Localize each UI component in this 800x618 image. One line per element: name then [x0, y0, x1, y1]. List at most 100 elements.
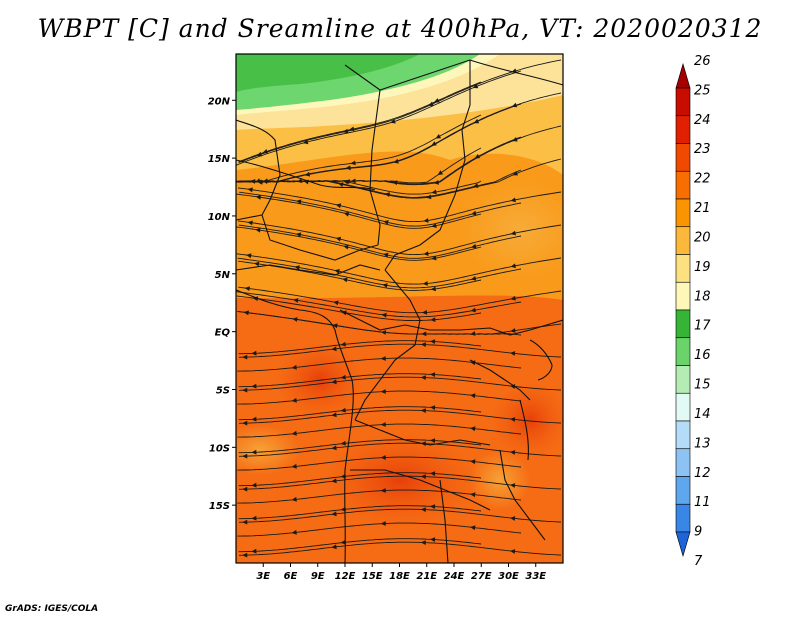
streamline-arrowhead	[340, 341, 346, 347]
lon-tick-label: 18E	[389, 571, 410, 582]
colorbar-swatch	[675, 365, 691, 394]
streamline-arrowhead	[350, 160, 356, 166]
lon-tick-label: 9E	[311, 571, 325, 582]
streamline	[238, 442, 562, 457]
colorbar-label: 19	[694, 260, 711, 275]
colorbar-swatch	[675, 62, 691, 89]
colorbar-label: 22	[694, 172, 711, 187]
colorbar-swatch	[675, 226, 691, 255]
streamline-arrowhead	[342, 277, 348, 283]
streamline-arrowhead	[430, 537, 436, 542]
colorbar-label: 23	[694, 142, 711, 157]
colorbar-swatch	[675, 198, 691, 228]
streamline-arrowhead	[294, 265, 300, 270]
streamline-arrowhead	[428, 101, 434, 106]
colorbar-label: 17	[694, 319, 711, 334]
streamline-arrowhead	[420, 540, 426, 545]
streamline-arrowhead	[510, 450, 516, 455]
streamline-arrowhead	[430, 504, 436, 509]
streamline-arrowhead	[380, 455, 386, 460]
streamline-arrowhead	[254, 261, 260, 267]
streamline	[238, 343, 562, 358]
streamline-arrowhead	[251, 515, 257, 521]
country-borders	[236, 59, 563, 563]
lon-tick-label: 21E	[416, 571, 437, 582]
streamline	[238, 376, 562, 391]
streamline	[236, 193, 482, 229]
streamline-arrowhead	[433, 180, 439, 185]
lon-tick-label: 6E	[284, 571, 298, 582]
streamline-arrowhead	[291, 397, 297, 403]
colorbar-swatch	[675, 392, 691, 422]
streamline-arrowhead	[380, 521, 386, 526]
streamline-arrowhead	[470, 393, 476, 399]
streamline-arrowhead	[331, 445, 337, 451]
colorbar-swatch	[675, 420, 691, 450]
streamline-arrowhead	[345, 165, 351, 171]
streamline-arrowhead	[251, 416, 257, 422]
streamline-arrowhead	[293, 298, 299, 303]
streamline-arrowhead	[246, 253, 252, 259]
streamline-arrowhead	[297, 178, 303, 183]
streamline-arrowhead	[242, 519, 248, 525]
streamline-arrowhead	[242, 486, 248, 492]
colorbar-swatch	[675, 170, 691, 200]
streamline-arrowhead	[242, 453, 248, 459]
colorbar-label: 13	[694, 436, 711, 451]
streamline-arrowhead	[471, 243, 477, 249]
streamline-arrowhead	[384, 192, 391, 197]
streamline	[238, 373, 482, 388]
streamline-arrowhead	[510, 263, 516, 269]
colorbar-swatch	[675, 337, 691, 366]
streamline-arrowhead	[510, 516, 516, 521]
longitude-axis: 3E 6E 9E 12E 15E 18E 21E 24E 27E 30E 33E	[256, 563, 546, 582]
streamline-arrowhead	[434, 98, 440, 103]
streamline-arrowhead	[470, 492, 476, 498]
field-hot-core-south	[320, 430, 480, 530]
map-title: WBPT [C] and Sreamline at 400hPa, VT: 20…	[37, 14, 763, 43]
colorbar-label: 9	[694, 525, 702, 540]
streamline-arrowhead	[420, 375, 426, 380]
streamline-arrowhead	[350, 178, 356, 184]
lon-tick-label: 30E	[498, 571, 519, 582]
colorbar-swatch	[675, 531, 691, 558]
streamline-arrowhead	[331, 478, 337, 484]
streamline-arrowhead	[420, 507, 426, 512]
streamline-arrowhead	[430, 372, 436, 377]
streamline-arrowhead	[242, 387, 248, 393]
lon-tick-label: 33E	[525, 571, 546, 582]
streamline-arrowhead	[342, 128, 349, 134]
streamline-arrowhead	[510, 295, 516, 301]
colorbar-swatch	[675, 503, 691, 533]
streamline-arrowhead	[430, 339, 436, 344]
colorbar-swatch	[675, 281, 691, 311]
streamline-arrowhead	[430, 471, 436, 476]
colorbar-swatch	[675, 87, 691, 117]
lat-tick-label: 15S	[209, 501, 230, 512]
streamline-arrowhead	[470, 307, 476, 313]
streamline-arrowhead	[430, 317, 436, 322]
streamline-arrowhead	[335, 236, 342, 242]
colorbar-label: 11	[694, 495, 711, 510]
lon-tick-label: 15E	[362, 571, 383, 582]
streamline-arrowhead	[244, 286, 250, 291]
streamline-arrowhead	[343, 211, 350, 217]
streamline-arrowhead	[340, 374, 346, 380]
streamline-arrowhead	[333, 300, 339, 306]
streamline-arrowhead	[512, 137, 518, 142]
streamline-arrowhead	[296, 199, 302, 205]
streamline-arrowhead	[471, 210, 477, 216]
streamline-arrowhead	[392, 180, 398, 186]
streamline-arrowhead	[251, 383, 257, 389]
streamline	[238, 406, 482, 421]
streamline-arrowhead	[255, 194, 261, 200]
streamline-arrowhead	[303, 139, 309, 145]
streamline-arrowhead	[470, 525, 476, 531]
streamline-arrowhead	[338, 182, 344, 187]
streamline	[238, 340, 482, 355]
streamline-arrowhead	[291, 463, 297, 469]
streamline-arrowhead	[470, 426, 476, 432]
streamline-arrowhead	[291, 529, 297, 535]
streamline-arrowhead	[474, 154, 481, 159]
streamline-arrowhead	[510, 197, 516, 203]
